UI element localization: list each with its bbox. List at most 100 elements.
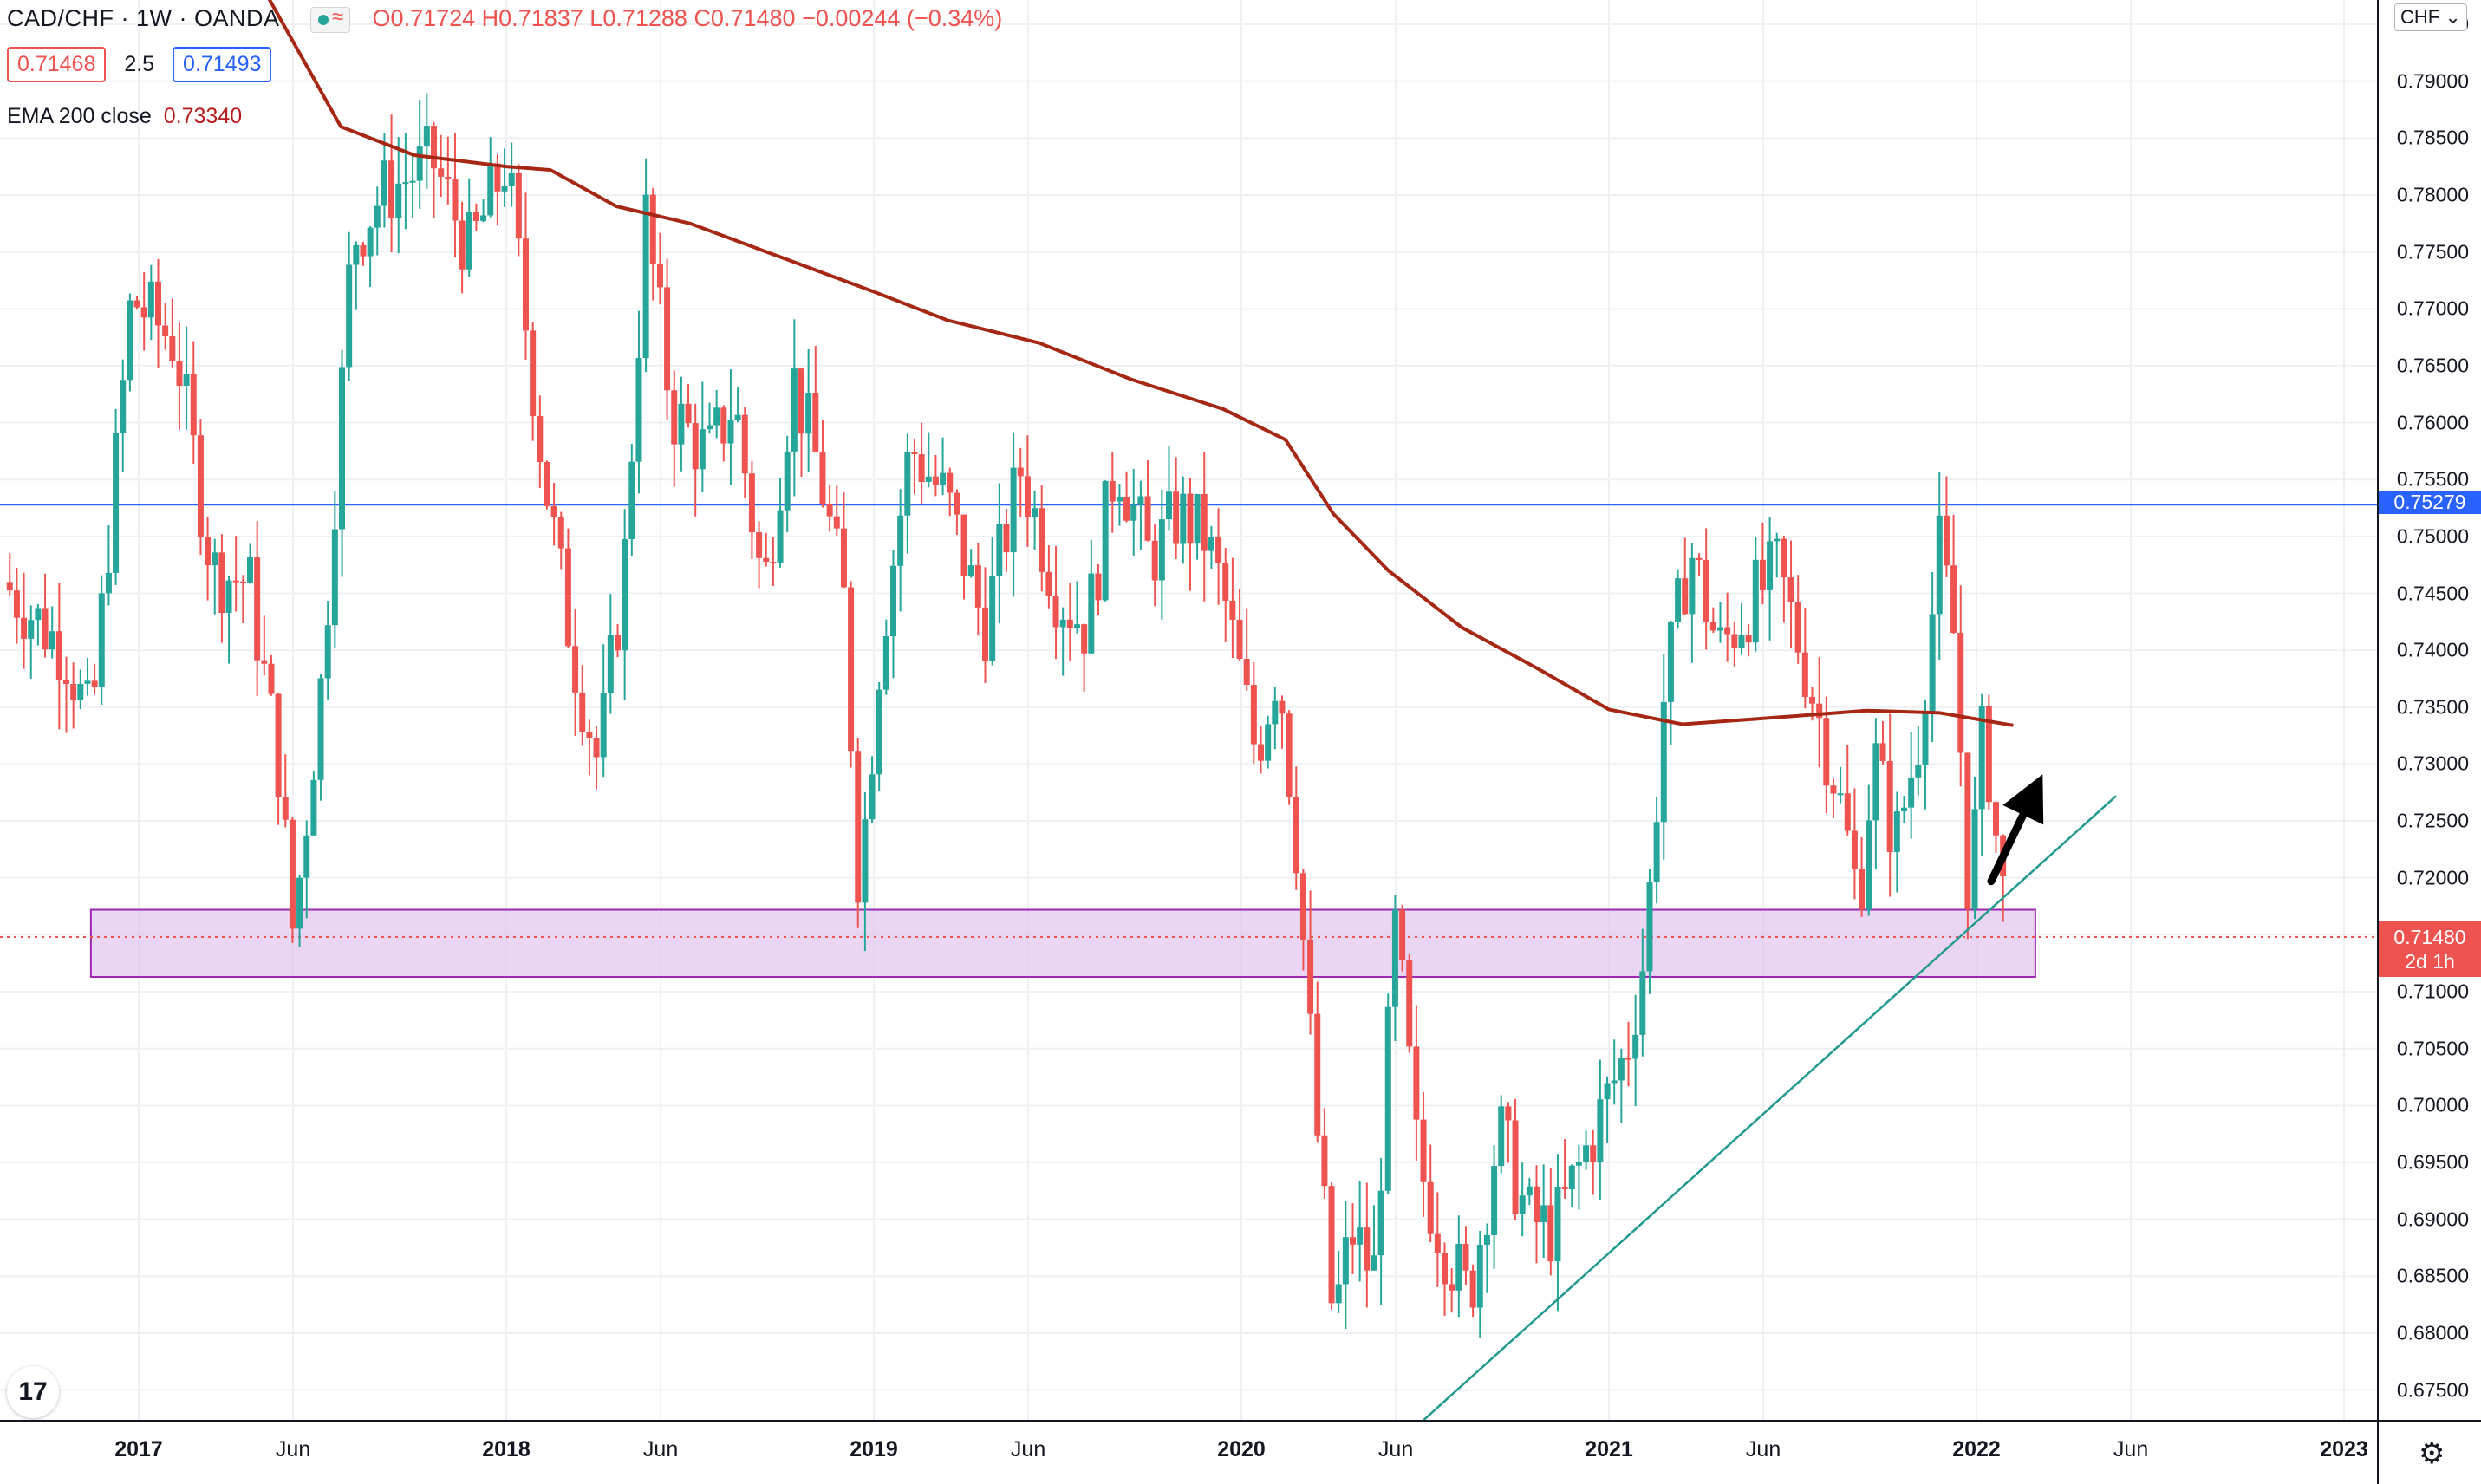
- time-axis[interactable]: 2017 Jun 2018 Jun 2019 Jun 2020 Jun 2021 Jun 2022 J…: [0, 1420, 2377, 1484]
- candle: [727, 369, 734, 485]
- symbol-title[interactable]: CAD/CHF · 1W · OANDA: [7, 5, 280, 31]
- candle: [1554, 1154, 1561, 1312]
- candle: [1088, 539, 1095, 654]
- candle: [1017, 447, 1024, 517]
- candle: [1314, 981, 1321, 1143]
- time-tick-label: 2023: [2320, 1437, 2368, 1461]
- bullish-arrow-annotation[interactable]: [1987, 774, 2044, 886]
- candle: [1993, 801, 2000, 853]
- candle: [1194, 493, 1201, 560]
- candle: [1505, 1102, 1512, 1163]
- ascending-trendline[interactable]: [1418, 795, 2117, 1420]
- candle: [459, 201, 466, 294]
- candle: [1032, 490, 1039, 550]
- candle: [699, 381, 706, 492]
- candle: [989, 537, 996, 666]
- price-chart-canvas[interactable]: [0, 0, 2377, 1420]
- candle: [1158, 489, 1165, 621]
- candle: [63, 656, 70, 733]
- candle: [564, 528, 571, 648]
- candle: [42, 573, 49, 658]
- buy-button[interactable]: 0.71493: [173, 47, 272, 82]
- candle: [1703, 528, 1709, 650]
- candle: [1364, 1182, 1371, 1308]
- candle: [1039, 485, 1045, 592]
- candle: [402, 133, 409, 230]
- candle: [1604, 1076, 1611, 1143]
- candle: [622, 509, 628, 700]
- candle: [1357, 1181, 1364, 1282]
- candle: [1391, 895, 1398, 1041]
- candle: [261, 615, 268, 676]
- time-tick-label: Jun: [2113, 1437, 2149, 1461]
- candle: [113, 408, 120, 585]
- candle: [635, 310, 642, 494]
- candle: [1590, 1129, 1597, 1195]
- candle: [225, 576, 232, 664]
- candle: [1222, 548, 1229, 642]
- candle: [890, 550, 897, 679]
- candle: [1371, 1205, 1377, 1271]
- candle: [162, 303, 169, 350]
- candle: [331, 490, 338, 648]
- candle: [628, 443, 635, 556]
- candle: [1859, 836, 1866, 917]
- candle: [353, 241, 360, 310]
- price-axis[interactable]: 0.795000.790000.785000.780000.775000.770…: [2377, 0, 2481, 1420]
- time-tick-label: 2019: [850, 1437, 898, 1461]
- tradingview-logo-icon[interactable]: 17: [7, 1366, 59, 1418]
- candle: [1653, 797, 1660, 904]
- candle: [741, 407, 748, 498]
- candle: [1102, 480, 1109, 602]
- candle: [960, 514, 967, 600]
- candle: [84, 657, 91, 696]
- candle: [452, 133, 459, 258]
- candle: [1052, 545, 1059, 660]
- candle: [1024, 435, 1031, 547]
- candle: [940, 437, 947, 495]
- ema-200-line[interactable]: [267, 0, 2014, 727]
- candle: [218, 534, 225, 643]
- candle: [974, 542, 981, 636]
- candle: [770, 537, 777, 586]
- candle: [487, 137, 494, 218]
- candle: [967, 549, 974, 578]
- candle: [1866, 784, 1872, 916]
- arrow-shaft: [1987, 810, 2028, 886]
- market-status-icon[interactable]: ≈: [310, 5, 351, 33]
- candle: [1045, 545, 1052, 609]
- time-tick-label: 2018: [482, 1437, 531, 1461]
- candle: [1413, 1005, 1420, 1161]
- candle: [1519, 1162, 1526, 1237]
- candle: [1851, 788, 1858, 900]
- sell-button[interactable]: 0.71468: [7, 47, 107, 82]
- candle: [947, 467, 954, 517]
- candle: [1442, 1242, 1449, 1317]
- candle: [826, 485, 833, 532]
- candle: [268, 654, 275, 696]
- candle: [409, 155, 416, 218]
- axis-corner: [2377, 1420, 2481, 1484]
- bar-countdown: 2d 1h: [2405, 950, 2455, 973]
- support-zone-rectangle[interactable]: [89, 908, 2036, 978]
- candle: [1583, 1130, 1590, 1170]
- gear-icon[interactable]: ⚙: [2419, 1437, 2445, 1470]
- candle: [1547, 1168, 1554, 1276]
- arrow-head: [2002, 774, 2044, 825]
- candle: [1964, 752, 1971, 940]
- candle: [197, 419, 204, 556]
- candle: [1611, 1039, 1618, 1105]
- candle: [1187, 478, 1194, 591]
- price-tick-label: 0.70000: [2396, 1093, 2469, 1116]
- candle: [28, 605, 35, 680]
- candle: [254, 521, 261, 696]
- candle: [1272, 687, 1279, 750]
- candle: [1066, 583, 1073, 661]
- candle: [791, 319, 798, 497]
- price-tick-label: 0.76000: [2396, 411, 2469, 434]
- candle: [840, 491, 847, 589]
- time-tick-label: Jun: [642, 1437, 679, 1461]
- ema-indicator-legend[interactable]: EMA 200 close 0.73340: [7, 104, 242, 129]
- candle: [1724, 592, 1731, 662]
- currency-selector[interactable]: CHF ⌄: [2394, 3, 2467, 31]
